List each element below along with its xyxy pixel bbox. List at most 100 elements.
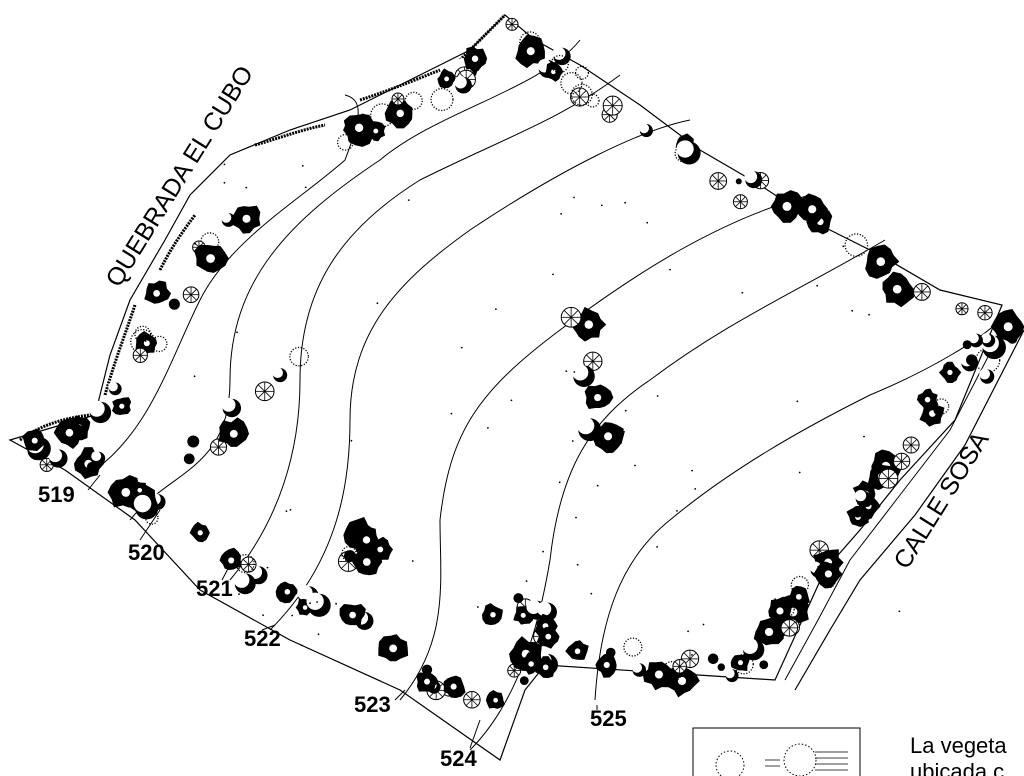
crescent-tree-symbol [306,592,331,617]
tree-symbol [189,521,210,543]
palm-symbol [560,306,582,328]
survey-dot [194,242,197,245]
small-plant-dot [966,354,978,366]
palm-symbol [391,92,405,106]
tree-symbol [485,690,505,709]
tree-symbol [378,634,409,662]
survey-dot [863,435,865,438]
survey-dot [487,427,489,429]
tree-symbol [437,68,457,89]
tree-symbol [544,62,564,82]
survey-dot [576,563,579,566]
shrub-symbol [661,660,683,682]
survey-dot [676,510,678,512]
palm-symbol [602,95,623,116]
contour-label-521: 521 [196,576,233,601]
survey-dot [552,273,554,276]
tree-symbol [230,205,261,234]
survey-dot [266,566,269,569]
palm-symbol [672,659,687,674]
crescent-tree-symbol [854,490,871,506]
shrub-symbol [574,65,590,80]
palm-symbol [132,347,148,363]
survey-dot [600,204,603,207]
tree-symbol [481,603,503,626]
survey-points [193,163,903,656]
tree-symbol [339,603,366,626]
small-plant-dot [707,653,719,665]
survey-dot [304,186,307,189]
crescent-tree-symbol [272,367,288,383]
tree-symbol [515,34,545,69]
crescent-tree-symbol [233,572,256,595]
tree-symbol [730,654,751,672]
survey-dot [669,268,671,271]
tree-symbol [53,418,83,449]
tree-symbol [813,561,843,589]
shrub-symbol [134,325,152,343]
shrub-symbol [550,54,569,74]
crescent-tree-symbol [979,368,995,384]
survey-dot [233,560,236,563]
palm-symbol [254,381,275,402]
survey-dot [691,654,693,656]
small-plant-dot [735,178,742,185]
tree-symbol [938,361,962,384]
road-edge-east [794,329,1024,691]
shrub-symbol [790,575,810,595]
crescent-tree-symbol [454,76,472,94]
crescent-tree-symbol [631,662,647,677]
palm-symbol [780,619,799,637]
survey-dot [560,213,562,215]
survey-dot [223,181,226,184]
tree-symbol [144,280,172,304]
tree-symbol [865,244,900,279]
survey-dot [851,309,854,312]
survey-dot [316,601,318,603]
shrub-symbol [235,554,255,574]
crescent-tree-symbol [572,364,595,387]
shrub-symbol [733,653,754,675]
shrub-symbol [289,346,310,367]
contour-520 [129,39,581,521]
palm-symbol [570,87,590,107]
survey-dot [495,308,497,310]
tree-symbol [463,46,488,72]
crescent-tree-symbol [220,212,236,227]
survey-dot [460,346,463,349]
palm-symbol [955,302,969,316]
tree-symbol [343,114,375,145]
small-plant-dot [86,461,97,472]
shrub-symbol [370,103,395,128]
survey-dot [223,163,226,166]
survey-dot [335,602,337,605]
palm-symbol [209,438,228,456]
survey-dot [656,546,658,548]
shrub-symbol [404,91,423,110]
small-plant-dot [187,435,200,448]
small-plant-dot [519,676,529,686]
crescent-tree-symbol [725,668,739,683]
survey-dot [774,598,777,600]
palm-symbol [732,194,748,210]
small-plant-dot [851,505,864,518]
contour-525 [594,319,1001,701]
survey-dot [646,221,649,224]
survey-dot [289,509,292,511]
survey-dot [694,488,697,490]
contour-label-525: 525 [590,706,627,731]
tree-symbol [23,428,45,452]
survey-dot [741,291,744,294]
palm-symbol [463,690,481,709]
survey-dot [285,510,288,512]
small-plant-dot [513,593,524,604]
survey-dot [262,614,264,616]
shrub-symbol [151,335,168,353]
survey-dot [656,395,659,397]
tree-symbol [107,475,140,508]
legend-box [692,727,861,776]
survey-dot [309,602,311,605]
tree-symbol [753,617,785,646]
